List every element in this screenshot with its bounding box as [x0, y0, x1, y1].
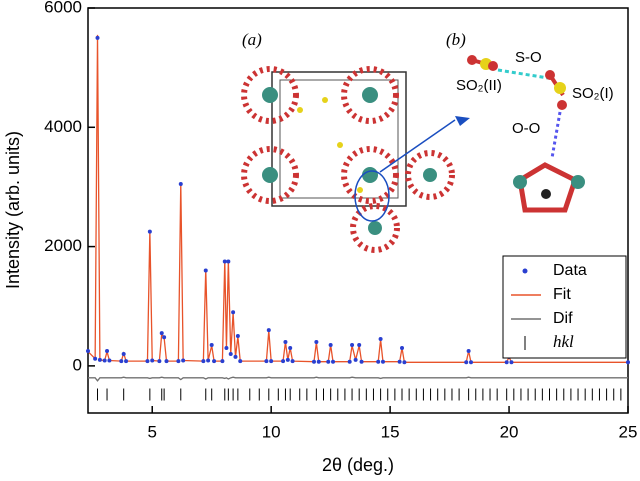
data-point — [95, 35, 100, 40]
legend-swatch — [522, 268, 528, 274]
data-point — [328, 343, 333, 348]
x-tick-label: 15 — [381, 422, 400, 441]
data-point — [222, 259, 227, 264]
data-point — [288, 345, 293, 350]
data-point — [238, 359, 243, 364]
data-point — [224, 345, 229, 350]
data-point — [235, 334, 240, 339]
data-point — [231, 310, 236, 315]
data-point — [124, 359, 129, 364]
legend-label: Dif — [553, 310, 573, 327]
y-tick-label: 6000 — [44, 0, 82, 16]
data-point — [466, 348, 471, 353]
data-point — [402, 360, 407, 365]
data-point — [228, 351, 233, 356]
data-point — [159, 331, 164, 336]
data-point — [145, 359, 150, 364]
data-point — [102, 358, 107, 363]
annotation: (b) — [446, 30, 466, 49]
data-point — [311, 359, 316, 364]
data-point — [201, 359, 206, 364]
legend-label: Data — [553, 262, 587, 279]
y-tick-label: 4000 — [44, 117, 82, 136]
annotation: S-O — [515, 49, 542, 66]
data-point — [626, 360, 630, 365]
y-tick-label: 0 — [73, 355, 82, 374]
data-point — [178, 181, 183, 186]
annotation: (a) — [242, 30, 262, 49]
data-point — [203, 268, 208, 273]
data-point — [93, 356, 98, 361]
data-point — [121, 351, 126, 356]
data-point — [347, 359, 352, 364]
data-point — [281, 359, 286, 364]
data-point — [86, 348, 90, 353]
y-tick-label: 2000 — [44, 236, 82, 255]
data-point — [220, 359, 225, 364]
data-point — [285, 357, 290, 362]
data-point — [290, 359, 295, 364]
data-point — [176, 359, 181, 364]
data-point — [331, 359, 336, 364]
y-axis-title: Intensity (arb. units) — [3, 131, 23, 289]
data-point — [400, 345, 405, 350]
data-point — [314, 340, 319, 345]
data-point — [107, 358, 112, 363]
series-line — [87, 34, 628, 363]
data-point — [226, 259, 231, 264]
data-point — [212, 359, 217, 364]
annotation: SO₂(I) — [572, 85, 614, 102]
data-point — [97, 357, 102, 362]
data-point — [181, 358, 186, 363]
data-point — [105, 348, 110, 353]
data-point — [397, 359, 402, 364]
data-point — [376, 359, 381, 364]
annotation: O-O — [512, 120, 540, 137]
data-point — [264, 359, 269, 364]
x-tick-label: 25 — [619, 422, 638, 441]
data-point — [378, 337, 383, 342]
series-line — [88, 376, 628, 382]
data-point — [509, 360, 514, 365]
data-point — [164, 359, 169, 364]
legend-label: Fit — [553, 286, 571, 303]
data-point — [150, 358, 155, 363]
inset-b — [467, 55, 585, 213]
data-point — [380, 359, 385, 364]
data-point — [209, 343, 214, 348]
data-point — [464, 360, 469, 365]
data-point — [147, 229, 152, 234]
plot-frame — [87, 7, 629, 414]
data-point — [266, 328, 271, 333]
data-point — [119, 359, 124, 364]
data-point — [326, 359, 331, 364]
x-tick-label: 20 — [500, 422, 519, 441]
legend-label: hkl — [553, 332, 574, 351]
data-point — [157, 359, 162, 364]
data-point — [353, 357, 358, 362]
data-point — [283, 340, 288, 345]
x-axis-title: 2θ (deg.) — [322, 455, 394, 475]
data-point — [233, 354, 238, 359]
inset-a — [241, 66, 470, 253]
data-point — [316, 359, 321, 364]
data-point — [359, 359, 364, 364]
data-point — [350, 343, 355, 348]
data-point — [206, 358, 211, 363]
data-point — [162, 335, 167, 340]
data-point — [357, 343, 362, 348]
data-point — [504, 360, 509, 365]
x-tick-label: 10 — [262, 422, 281, 441]
data-point — [269, 359, 274, 364]
annotation: SO₂(II) — [456, 77, 502, 94]
data-point — [468, 360, 473, 365]
x-tick-label: 5 — [147, 422, 156, 441]
